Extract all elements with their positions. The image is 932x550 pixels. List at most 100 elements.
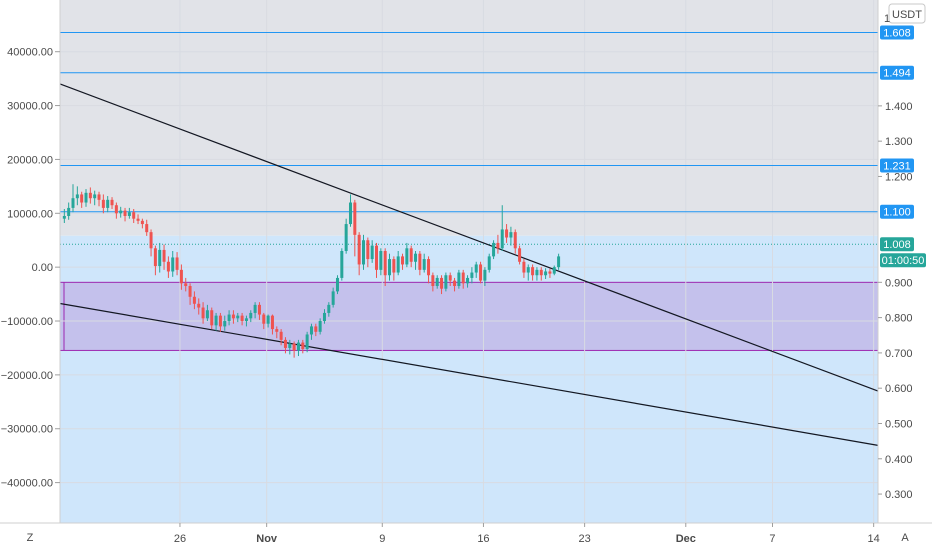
candle-49 bbox=[275, 326, 279, 339]
candle-body bbox=[205, 310, 209, 319]
auto-scale-button[interactable]: A bbox=[901, 532, 909, 544]
candle-90 bbox=[453, 277, 457, 292]
candle-31 bbox=[197, 298, 201, 315]
candle-44 bbox=[253, 302, 257, 319]
candle-body bbox=[431, 275, 435, 287]
level-badge-bg bbox=[880, 237, 914, 252]
candle-body bbox=[188, 286, 192, 297]
candle-111 bbox=[544, 268, 548, 280]
candle-112 bbox=[548, 268, 552, 278]
level-badge-text: 1.608 bbox=[883, 27, 911, 39]
candle-body bbox=[518, 248, 522, 262]
candle-body bbox=[335, 277, 339, 292]
candle-body bbox=[422, 259, 426, 270]
candle-60 bbox=[322, 309, 326, 324]
candle-body bbox=[114, 205, 118, 214]
candle-body bbox=[162, 249, 166, 262]
candle-body bbox=[192, 296, 196, 304]
candle-body bbox=[457, 272, 461, 287]
candle-37 bbox=[223, 315, 227, 331]
countdown-bg bbox=[880, 253, 926, 268]
level-badge-bg bbox=[880, 65, 914, 80]
candle-body bbox=[392, 259, 396, 273]
candle-body bbox=[405, 248, 409, 265]
candle-68 bbox=[357, 232, 361, 276]
candle-body bbox=[552, 267, 556, 274]
candle-body bbox=[119, 210, 123, 214]
left-price-axis[interactable]: 40000.00 30000.00 20000.00 10000.00 0.00 −100… bbox=[1, 47, 60, 490]
candle-body bbox=[301, 342, 305, 350]
candle-body bbox=[331, 291, 335, 305]
candle-16 bbox=[132, 208, 136, 223]
candle-19 bbox=[145, 219, 149, 236]
candle-28 bbox=[184, 277, 188, 292]
x-tick-label: 7 bbox=[769, 533, 775, 545]
candle-body bbox=[357, 234, 361, 265]
candle-body bbox=[171, 257, 175, 272]
candle-97 bbox=[483, 267, 487, 287]
candle-87 bbox=[440, 275, 444, 295]
candle-104 bbox=[513, 229, 517, 254]
candle-body bbox=[444, 275, 448, 289]
candle-body bbox=[548, 271, 552, 274]
candle-body bbox=[448, 275, 452, 281]
left-tick-label: 30000.00 bbox=[7, 101, 53, 113]
candle-body bbox=[236, 315, 240, 319]
candle-2 bbox=[71, 184, 75, 213]
right-tick-label: 0.500 bbox=[885, 418, 913, 430]
left-tick-label: −10000.00 bbox=[1, 316, 53, 328]
candle-5 bbox=[84, 189, 88, 207]
candle-21 bbox=[153, 245, 157, 276]
x-tick-label: 14 bbox=[868, 533, 880, 545]
timezone-button[interactable]: Z bbox=[27, 532, 34, 544]
candle-67 bbox=[353, 199, 357, 257]
candle-body bbox=[466, 277, 470, 284]
candle-25 bbox=[171, 250, 175, 277]
candle-body bbox=[184, 283, 188, 287]
trendlines[interactable] bbox=[59, 83, 879, 446]
candle-34 bbox=[210, 307, 214, 330]
level-badge-4: 1.008 bbox=[880, 237, 914, 252]
candle-body bbox=[106, 199, 110, 208]
candle-85 bbox=[431, 272, 435, 292]
candle-92 bbox=[461, 269, 465, 289]
candle-89 bbox=[448, 272, 452, 287]
right-tick-label: 0.300 bbox=[885, 489, 913, 501]
candle-7 bbox=[93, 190, 97, 206]
candle-17 bbox=[136, 214, 140, 225]
candle-15 bbox=[127, 207, 131, 219]
currency-label[interactable]: USDT bbox=[888, 3, 926, 24]
left-tick-label: 40000.00 bbox=[7, 47, 53, 59]
candle-50 bbox=[279, 329, 283, 346]
candle-78 bbox=[401, 253, 405, 270]
candle-body bbox=[483, 269, 487, 281]
left-tick-label: 10000.00 bbox=[7, 208, 53, 220]
candle-body bbox=[340, 250, 344, 278]
x-tick-label: 9 bbox=[379, 533, 385, 545]
candle-body bbox=[531, 267, 535, 276]
candle-body bbox=[140, 220, 144, 225]
candle-body bbox=[470, 272, 474, 278]
candle-6 bbox=[88, 187, 92, 204]
currency-text: USDT bbox=[892, 9, 922, 21]
candle-93 bbox=[466, 275, 470, 288]
left-tick-label: −20000.00 bbox=[1, 370, 53, 382]
candle-body bbox=[418, 253, 422, 270]
time-axis[interactable]: 26 Nov 9 16 23 Dec 7 14 bbox=[174, 523, 880, 545]
candle-51 bbox=[283, 337, 287, 354]
candle-body bbox=[158, 249, 162, 267]
candle-105 bbox=[518, 245, 522, 265]
right-tick-label: 0.700 bbox=[885, 348, 913, 360]
candle-33 bbox=[205, 304, 209, 322]
right-tick-label: 1.400 bbox=[885, 101, 913, 113]
candle-48 bbox=[270, 314, 274, 335]
candle-body bbox=[383, 250, 387, 276]
candle-54 bbox=[296, 339, 300, 357]
candle-body bbox=[223, 321, 227, 327]
right-price-axis[interactable]: 1.400 1.300 1.200 0.900 0.800 0.700 0.600 0.500… bbox=[878, 101, 913, 501]
candle-0 bbox=[62, 208, 66, 223]
candle-body bbox=[253, 304, 257, 313]
candle-body bbox=[127, 212, 131, 216]
svg-text:A: A bbox=[901, 532, 909, 544]
